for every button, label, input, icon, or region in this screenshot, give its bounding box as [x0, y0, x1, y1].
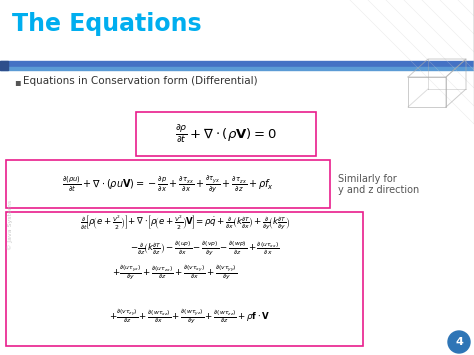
- Bar: [0, 61, 8, 70]
- Text: $\frac{\partial(\rho u)}{\partial t} + \nabla \cdot (\rho u\mathbf{V}) = -\frac{: $\frac{\partial(\rho u)}{\partial t} + \…: [62, 174, 274, 194]
- FancyBboxPatch shape: [6, 212, 363, 346]
- Text: y and z direction: y and z direction: [338, 185, 419, 195]
- Text: Equations in Conservation form (Differential): Equations in Conservation form (Differen…: [23, 76, 258, 86]
- Text: $+\frac{\partial(u\tau_{yx})}{\partial y}+\frac{\partial(u\tau_{zx})}{\partial z: $+\frac{\partial(u\tau_{yx})}{\partial y…: [112, 264, 237, 282]
- Bar: [0, 66, 474, 70]
- Text: The Equations: The Equations: [12, 12, 201, 36]
- Bar: [0, 61, 474, 66]
- Circle shape: [448, 331, 470, 353]
- FancyBboxPatch shape: [136, 112, 316, 156]
- Text: Similarly for: Similarly for: [338, 174, 397, 184]
- Text: $+\frac{\partial(v\tau_{zy})}{\partial z}+\frac{\partial(w\tau_{xz})}{\partial x: $+\frac{\partial(v\tau_{zy})}{\partial z…: [109, 308, 271, 326]
- Text: $-\frac{\partial}{\partial z}\!\left(k\frac{\partial T}{\partial z}\right)-\frac: $-\frac{\partial}{\partial z}\!\left(k\f…: [130, 239, 280, 257]
- Text: 4: 4: [455, 337, 463, 347]
- Text: © Java Systems: © Java Systems: [7, 200, 13, 250]
- Text: $\frac{\partial}{\partial t}\!\left[\rho\!\left(e+\frac{V^2}{2}\right)\right]\!+: $\frac{\partial}{\partial t}\!\left[\rho…: [80, 214, 290, 232]
- FancyBboxPatch shape: [6, 160, 330, 208]
- Text: $\frac{\partial \rho}{\partial t} + \nabla \cdot (\rho \mathbf{V}) = 0$: $\frac{\partial \rho}{\partial t} + \nab…: [175, 122, 277, 146]
- Text: ▪: ▪: [14, 77, 21, 87]
